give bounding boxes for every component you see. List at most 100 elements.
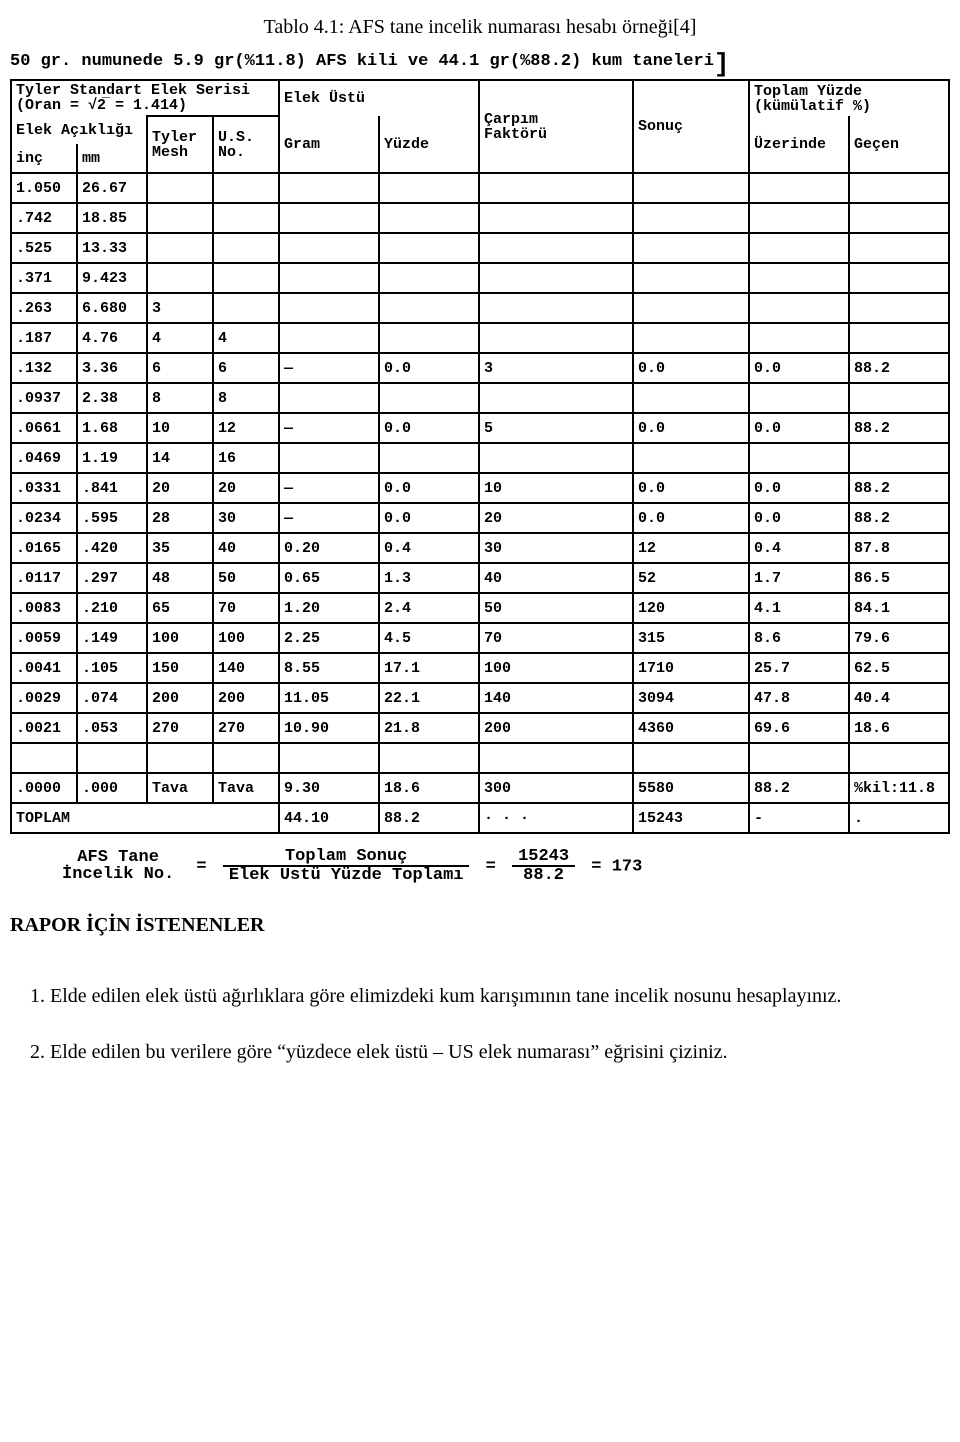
cell-ge: 62.5	[849, 653, 949, 683]
table-row: .04691.191416	[11, 443, 949, 473]
cell-uz: 0.0	[749, 353, 849, 383]
cell-mesh: 28	[147, 503, 213, 533]
cell-yuz: 0.4	[379, 533, 479, 563]
cell-son: 315	[633, 623, 749, 653]
cell-fak: 50	[479, 593, 633, 623]
cell-mesh	[147, 743, 213, 773]
cell-mesh: 8	[147, 383, 213, 413]
cell-inc: .0331	[11, 473, 77, 503]
cell-gram	[279, 743, 379, 773]
cell-mm: .105	[77, 653, 147, 683]
cell-us: 16	[213, 443, 279, 473]
cell-inc: .0029	[11, 683, 77, 713]
cell-mm: 1.19	[77, 443, 147, 473]
hdr-usno: U.S.No.	[213, 116, 279, 173]
cell-gram	[279, 263, 379, 293]
cell-uz	[749, 263, 849, 293]
cell-fak: 70	[479, 623, 633, 653]
cell-uz: 8.6	[749, 623, 849, 653]
cell-inc: .0117	[11, 563, 77, 593]
cell-mm: 1.68	[77, 413, 147, 443]
cell-uz: 0.0	[749, 503, 849, 533]
cell-mesh: 10	[147, 413, 213, 443]
cell-yuz: 4.5	[379, 623, 479, 653]
cell-ge: 86.5	[849, 563, 949, 593]
cell-yuz	[379, 323, 479, 353]
cell-son: 0.0	[633, 413, 749, 443]
cell-mm: .053	[77, 713, 147, 743]
cell-mesh	[147, 263, 213, 293]
cell-ge	[849, 233, 949, 263]
cell-us: 8	[213, 383, 279, 413]
table-row: .0000.000TavaTava9.3018.6300558088.2%kil…	[11, 773, 949, 803]
cell-inc: .0041	[11, 653, 77, 683]
table-row: .0021.05327027010.9021.8200436069.618.6	[11, 713, 949, 743]
cell-mm: .297	[77, 563, 147, 593]
table-row: .0165.42035400.200.430120.487.8	[11, 533, 949, 563]
afs-table-body: 1.05026.67.74218.85.52513.33.3719.423.26…	[11, 173, 949, 803]
cell-fak	[479, 263, 633, 293]
cell-mesh: 3	[147, 293, 213, 323]
cell-yuz: 0.0	[379, 473, 479, 503]
cell-inc: .742	[11, 203, 77, 233]
cell-us: 30	[213, 503, 279, 533]
hdr-inc: inç	[11, 144, 77, 173]
sample-description: 50 gr. numunede 5.9 gr(%11.8) AFS kili v…	[10, 51, 950, 77]
cell-mm: .841	[77, 473, 147, 503]
table-row: 1.05026.67	[11, 173, 949, 203]
cell-yuz: 21.8	[379, 713, 479, 743]
cell-us	[213, 293, 279, 323]
cell-uz: 88.2	[749, 773, 849, 803]
cell-mesh: 150	[147, 653, 213, 683]
table-row: .1323.3666—0.030.00.088.2	[11, 353, 949, 383]
cell-son	[633, 383, 749, 413]
cell-mesh	[147, 173, 213, 203]
cell-ge	[849, 293, 949, 323]
question-1: Elde edilen elek üstü ağırlıklara göre e…	[50, 977, 950, 1015]
cell-son	[633, 173, 749, 203]
cell-inc: .371	[11, 263, 77, 293]
cell-yuz: 0.0	[379, 413, 479, 443]
cell-gram	[279, 233, 379, 263]
cell-mm: .420	[77, 533, 147, 563]
table-row: .1874.7644	[11, 323, 949, 353]
cell-gram: —	[279, 413, 379, 443]
cell-mesh: 270	[147, 713, 213, 743]
totals-sonuc: 15243	[633, 803, 749, 833]
cell-us: 140	[213, 653, 279, 683]
cell-yuz	[379, 383, 479, 413]
cell-son	[633, 323, 749, 353]
cell-uz	[749, 203, 849, 233]
cell-fak: 5	[479, 413, 633, 443]
cell-son: 3094	[633, 683, 749, 713]
cell-fak: 40	[479, 563, 633, 593]
cell-us	[213, 173, 279, 203]
scanned-table-block: 50 gr. numunede 5.9 gr(%11.8) AFS kili v…	[10, 51, 950, 884]
table-row	[11, 743, 949, 773]
cell-yuz: 0.0	[379, 503, 479, 533]
cell-mesh: 20	[147, 473, 213, 503]
totals-gecen: .	[849, 803, 949, 833]
afs-formula: AFS Tane İncelik No. = Toplam Sonuç Elek…	[50, 848, 950, 884]
cell-ge	[849, 323, 949, 353]
formula-value-frac: 15243 88.2	[512, 848, 575, 884]
cell-us	[213, 203, 279, 233]
cell-inc: .0059	[11, 623, 77, 653]
question-2: Elde edilen bu verilere göre “yüzdece el…	[50, 1033, 950, 1071]
cell-mesh: 35	[147, 533, 213, 563]
table-row: .0029.07420020011.0522.1140309447.840.4	[11, 683, 949, 713]
cell-yuz	[379, 263, 479, 293]
cell-us: 200	[213, 683, 279, 713]
cell-inc: .0469	[11, 443, 77, 473]
cell-inc: .0234	[11, 503, 77, 533]
cell-fak: 3	[479, 353, 633, 383]
cell-son: 1710	[633, 653, 749, 683]
cell-mesh: 200	[147, 683, 213, 713]
cell-gram	[279, 323, 379, 353]
cell-mesh: Tava	[147, 773, 213, 803]
cell-yuz: 17.1	[379, 653, 479, 683]
formula-result: = 173	[591, 857, 642, 876]
cell-son: 52	[633, 563, 749, 593]
cell-uz	[749, 173, 849, 203]
cell-uz	[749, 743, 849, 773]
